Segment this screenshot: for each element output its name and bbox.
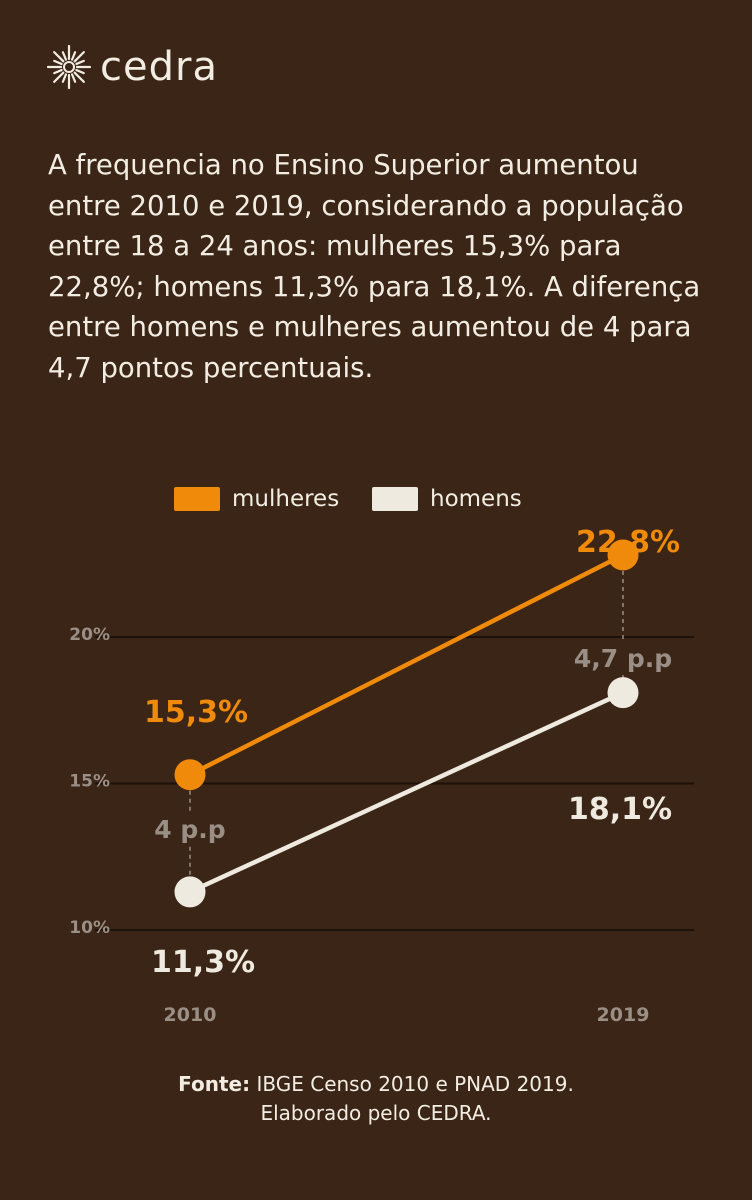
sun-ray — [61, 51, 68, 61]
y-tick-label: 10% — [69, 918, 110, 938]
legend-label-homens: homens — [430, 486, 522, 512]
sun-ray — [75, 68, 85, 75]
legend-label-mulheres: mulheres — [232, 486, 340, 512]
sun-ray — [53, 71, 65, 83]
legend-item-homens: homens — [372, 486, 522, 512]
sun-ray — [73, 71, 85, 83]
gap-label-bg — [145, 814, 235, 846]
gap-label: 4 p.p — [154, 815, 225, 844]
brand-logo: cedra — [46, 44, 218, 90]
legend-swatch-homens — [372, 487, 418, 511]
sun-ray — [75, 59, 85, 66]
data-point-mulheres — [174, 759, 206, 791]
data-point-homens — [607, 677, 639, 709]
source-label: Fonte: — [178, 1072, 251, 1096]
data-label-homens: 11,3% — [151, 945, 255, 980]
source-note: Fonte: IBGE Censo 2010 e PNAD 2019. Elab… — [0, 1070, 752, 1128]
gap-label: 4,7 p.p — [574, 644, 672, 673]
sun-ray — [53, 68, 63, 75]
brand-name: cedra — [100, 44, 218, 90]
data-label-homens: 18,1% — [568, 792, 672, 827]
data-label-mulheres: 15,3% — [144, 695, 248, 730]
sun-ray — [70, 51, 77, 61]
source-line-1: Fonte: IBGE Censo 2010 e PNAD 2019. — [0, 1070, 752, 1099]
legend-swatch-mulheres — [174, 487, 220, 511]
data-point-homens — [174, 876, 206, 908]
x-tick-label: 2010 — [164, 1004, 217, 1026]
data-label-mulheres: 22,8% — [576, 525, 680, 560]
series-line-mulheres — [188, 552, 625, 777]
sun-ray — [61, 73, 68, 83]
intro-text: A frequencia no Ensino Superior aumentou… — [48, 149, 701, 384]
source-line-2: Elaborado pelo CEDRA. — [260, 1101, 492, 1125]
series-line-homens — [189, 690, 624, 894]
x-tick-label: 2019 — [597, 1004, 650, 1026]
sun-ray — [53, 59, 63, 66]
legend-item-mulheres: mulheres — [174, 486, 339, 512]
sun-ray — [70, 73, 77, 83]
gap-label-bg — [578, 643, 668, 675]
line-chart: 20% 15% 10% 2010 2019 4 p.p 4,7 p.p 15,3% 22,8% 1… — [69, 525, 694, 1026]
y-tick-label: 15% — [69, 772, 110, 792]
source-text: IBGE Censo 2010 e PNAD 2019. — [256, 1072, 574, 1096]
sun-ray — [53, 51, 65, 63]
sun-ray — [73, 51, 85, 63]
y-tick-label: 20% — [69, 625, 110, 645]
data-point-mulheres — [607, 539, 639, 571]
sun-icon — [46, 44, 92, 90]
